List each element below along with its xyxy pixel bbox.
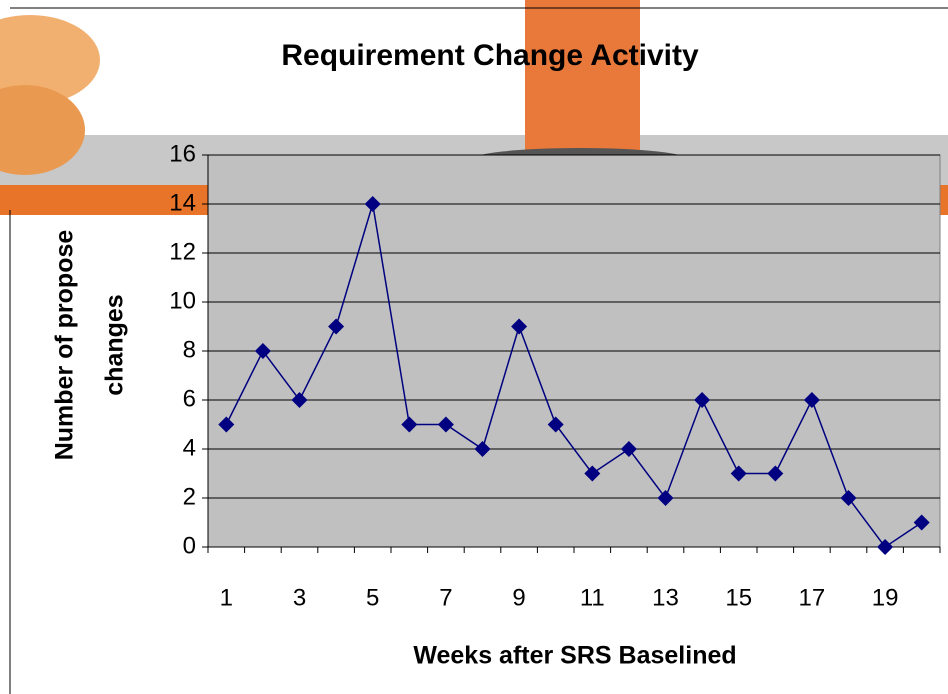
x-tick-label: 19 — [872, 584, 899, 611]
marker — [803, 392, 820, 408]
x-tick-label: 1 — [220, 584, 233, 611]
marker — [584, 465, 601, 482]
marker — [877, 539, 894, 555]
marker — [694, 392, 711, 408]
x-axis-label: Weeks after SRS Baselined — [413, 642, 736, 670]
chart-title: Requirement Change Activity — [281, 39, 699, 72]
y-tick-label: 6 — [183, 385, 196, 412]
marker — [437, 416, 454, 433]
y-tick-label: 16 — [169, 140, 196, 167]
y-axis-label-line: changes — [101, 294, 129, 395]
x-tick-label: 13 — [652, 584, 679, 611]
block — [525, 0, 640, 160]
marker — [254, 343, 271, 359]
marker — [218, 416, 235, 433]
pumpkin — [0, 85, 85, 175]
marker — [657, 490, 674, 506]
marker — [840, 490, 857, 506]
y-tick-label: 0 — [183, 532, 196, 559]
x-tick-label: 17 — [799, 584, 826, 611]
x-tick-label: 15 — [725, 584, 752, 611]
x-tick-label: 9 — [512, 584, 525, 611]
y-axis-label-line: Number of propose — [51, 230, 79, 461]
y-tick-label: 12 — [169, 238, 196, 265]
x-tick-label: 11 — [580, 584, 605, 611]
y-tick-label: 8 — [183, 336, 196, 363]
marker — [730, 465, 747, 482]
marker — [364, 196, 381, 212]
y-axis-label: Number of propose changes — [51, 230, 129, 461]
marker — [291, 392, 308, 408]
x-tick-label: 7 — [439, 584, 452, 611]
x-tick-label: 5 — [366, 584, 379, 611]
marker — [511, 318, 528, 335]
marker — [328, 318, 345, 335]
marker — [474, 441, 491, 457]
y-tick-label: 2 — [183, 483, 196, 510]
marker — [547, 416, 564, 433]
marker — [401, 416, 418, 433]
line — [225, 203, 923, 549]
y-tick-label: 4 — [183, 434, 196, 461]
y-tick-label: 14 — [169, 189, 196, 216]
pumpkin — [0, 15, 100, 105]
marker — [767, 465, 784, 482]
marker — [913, 514, 930, 531]
x-tick-label: 3 — [293, 584, 306, 611]
y-tick-label: 10 — [169, 287, 196, 314]
marker — [620, 441, 637, 457]
